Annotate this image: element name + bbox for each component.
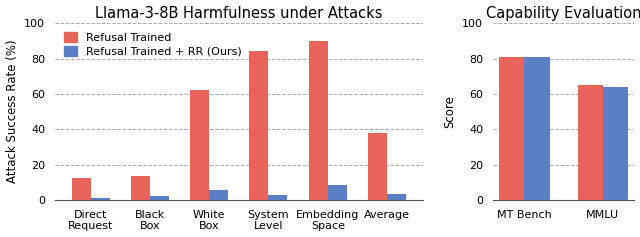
- Bar: [268, 195, 287, 200]
- Legend: Refusal Trained, Refusal Trained + RR (Ours): Refusal Trained, Refusal Trained + RR (O…: [60, 29, 245, 60]
- Title: Llama-3-8B Harmfulness under Attacks: Llama-3-8B Harmfulness under Attacks: [95, 5, 383, 21]
- Bar: [250, 51, 268, 200]
- Bar: [190, 90, 209, 200]
- Bar: [90, 198, 109, 200]
- Bar: [209, 190, 228, 200]
- Bar: [150, 196, 169, 200]
- Y-axis label: Attack Success Rate (%): Attack Success Rate (%): [6, 40, 19, 183]
- Bar: [387, 194, 406, 200]
- Bar: [603, 87, 628, 200]
- Bar: [72, 178, 90, 200]
- Bar: [309, 41, 328, 200]
- Bar: [328, 185, 347, 200]
- Title: Capability Evaluation: Capability Evaluation: [486, 5, 640, 21]
- Bar: [578, 85, 603, 200]
- Y-axis label: Score: Score: [444, 95, 456, 128]
- Bar: [368, 133, 387, 200]
- Bar: [524, 57, 550, 200]
- Bar: [499, 57, 524, 200]
- Bar: [131, 176, 150, 200]
